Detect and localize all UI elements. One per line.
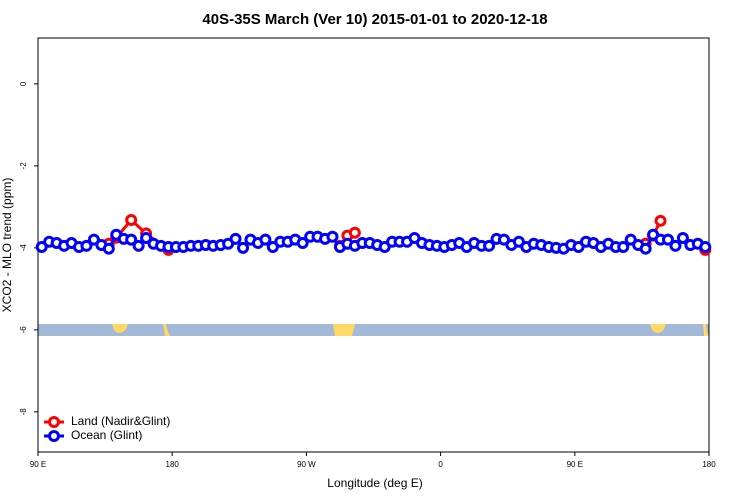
- point: [676, 232, 689, 245]
- point: [654, 214, 667, 227]
- y-tick-label: -8: [19, 408, 28, 416]
- x-tick-label: 180: [702, 460, 716, 469]
- legend-label: Ocean (Glint): [71, 428, 142, 442]
- point: [669, 239, 682, 252]
- y-axis-label: XCO2 - MLO trend (ppm): [0, 178, 14, 313]
- point: [497, 233, 510, 246]
- point: [326, 230, 339, 243]
- point: [512, 235, 525, 248]
- point: [125, 233, 138, 246]
- point: [229, 232, 242, 245]
- point: [80, 239, 93, 252]
- point: [266, 241, 279, 254]
- point: [296, 236, 309, 249]
- legend-label: Land (Nadir&Glint): [71, 414, 170, 428]
- point: [237, 241, 250, 254]
- point: [624, 233, 637, 246]
- land-blob: [703, 324, 709, 336]
- point: [661, 233, 674, 246]
- point: [483, 239, 496, 252]
- point: [572, 241, 585, 254]
- x-tick-label: 0: [438, 460, 443, 469]
- y-tick-label: -4: [19, 244, 28, 252]
- point: [259, 233, 272, 246]
- point: [125, 213, 138, 226]
- ocean-band: [38, 324, 709, 336]
- x-tick-label: 180: [166, 460, 180, 469]
- land-blob: [650, 324, 666, 333]
- legend-marker: [48, 416, 60, 428]
- point: [348, 226, 361, 239]
- point: [617, 241, 630, 254]
- x-axis-label: Longitude (deg E): [327, 476, 422, 490]
- land-blob: [333, 324, 355, 336]
- point: [87, 233, 100, 246]
- y-tick-label: -2: [19, 162, 28, 170]
- y-tick-label: 0: [19, 81, 28, 86]
- legend-marker: [48, 430, 60, 442]
- y-tick-label: -6: [19, 326, 28, 334]
- point: [639, 242, 652, 255]
- point: [378, 241, 391, 254]
- x-tick-label: 90 W: [297, 460, 316, 469]
- point: [35, 241, 48, 254]
- x-tick-label: 90 E: [30, 460, 46, 469]
- x-tick-label: 90 E: [567, 460, 583, 469]
- land-blob: [163, 324, 170, 336]
- land-ocean-band: [38, 324, 709, 336]
- land-blob: [112, 324, 128, 333]
- point: [699, 241, 712, 254]
- point: [132, 239, 145, 252]
- chart-title: 40S-35S March (Ver 10) 2015-01-01 to 202…: [202, 11, 547, 28]
- point: [102, 242, 115, 255]
- point: [140, 232, 153, 245]
